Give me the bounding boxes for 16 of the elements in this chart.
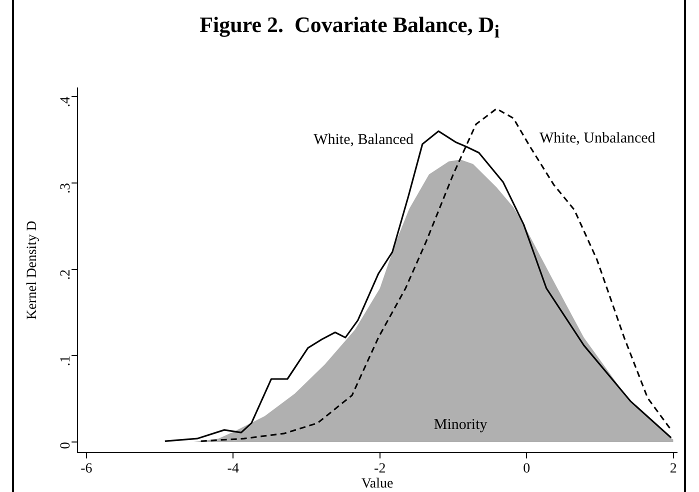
y-axis-title: Kernel Density D (25, 220, 40, 320)
x-tick-label: -4 (227, 461, 239, 476)
y-tick-label: .2 (58, 269, 74, 280)
y-tick-label: 0 (58, 442, 74, 450)
x-tick-label: -6 (80, 461, 92, 476)
y-tick-label: .4 (58, 96, 74, 108)
chart-title: Figure 2. Covariate Balance, D$_{i}$ (198, 12, 500, 42)
y-tick-label: .1 (58, 356, 74, 366)
x-axis-title: Value (361, 476, 394, 492)
x-tick-label: 0 (523, 461, 530, 476)
x-tick-label: 2 (670, 461, 677, 476)
series-label: White, Balanced (314, 132, 414, 148)
x-tick-label: -2 (374, 461, 386, 476)
series-label: Minority (434, 416, 488, 433)
series-label: White, Unbalanced (540, 130, 656, 147)
y-tick-label: .3 (58, 182, 74, 194)
